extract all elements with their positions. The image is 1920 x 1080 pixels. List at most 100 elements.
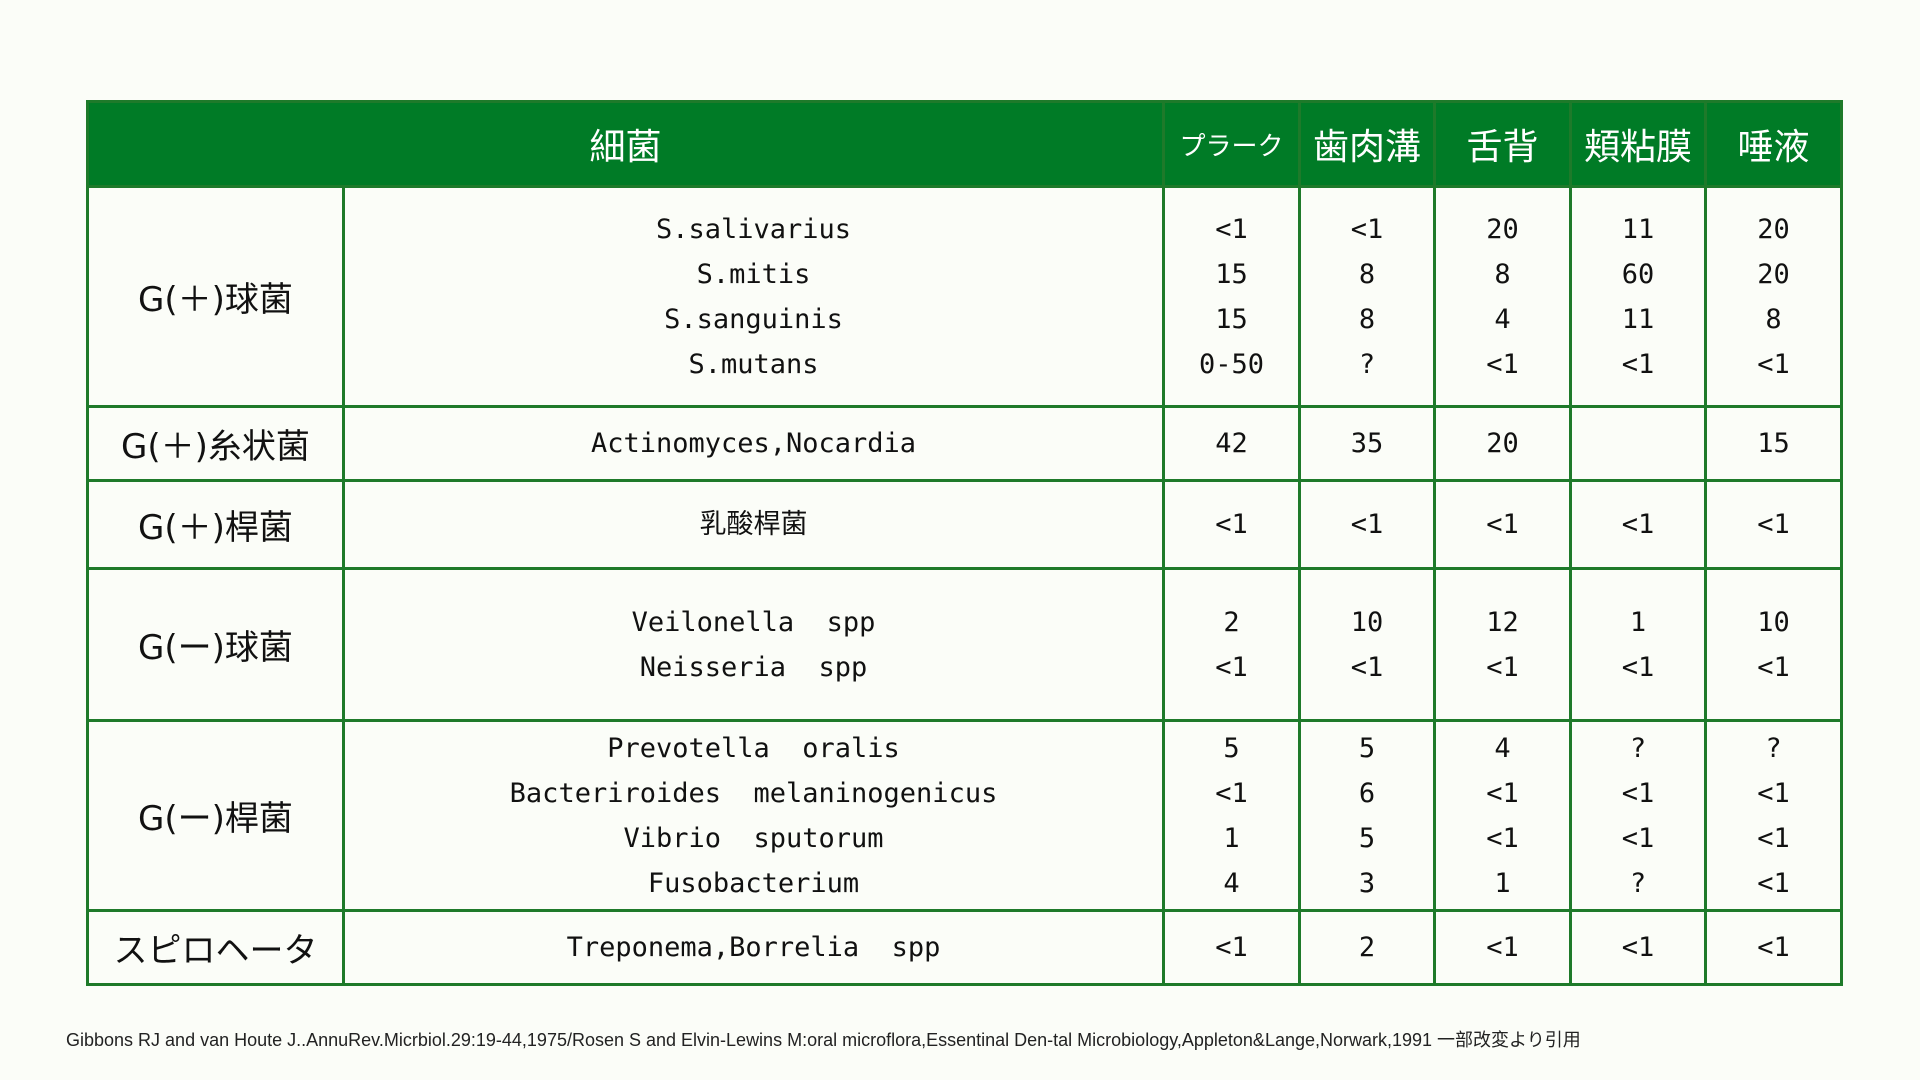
plaque-cell: <1 xyxy=(1162,479,1302,570)
species-name: Treponema,Borrelia spp xyxy=(566,932,941,963)
header-gingival-sulcus: 歯肉溝 xyxy=(1298,100,1437,188)
value: <1 xyxy=(1215,651,1248,683)
tongue-dorsum-cell: 4 <1 <1 1 xyxy=(1433,719,1573,912)
value: <1 xyxy=(1486,651,1519,683)
value: 4 xyxy=(1223,867,1240,899)
species-name: S.mitis xyxy=(696,258,811,290)
value: 60 xyxy=(1621,258,1655,290)
value: <1 xyxy=(1621,777,1655,809)
value: <1 xyxy=(1621,348,1655,380)
value: ? xyxy=(1358,348,1376,380)
buccal-mucosa-cell: <1 xyxy=(1569,909,1708,986)
plaque-cell: 5 <1 1 4 xyxy=(1162,719,1302,912)
species-cell: Treponema,Borrelia spp xyxy=(341,909,1166,986)
value: 5 xyxy=(1358,732,1376,764)
table-row: G(＋)桿菌 乳酸桿菌 <1 <1 <1 <1 <1 xyxy=(86,479,1844,570)
value: 20 xyxy=(1486,428,1519,459)
value: <1 xyxy=(1486,822,1519,854)
species-name: 乳酸桿菌 xyxy=(699,509,808,540)
value: 35 xyxy=(1350,428,1384,459)
plaque-cell: 42 xyxy=(1162,405,1302,482)
value: 6 xyxy=(1358,777,1376,809)
buccal-mucosa-cell: 11 60 11 <1 xyxy=(1569,185,1708,408)
value: 20 xyxy=(1486,213,1519,245)
category-cell: G(＋)球菌 xyxy=(86,185,345,408)
gingival-sulcus-cell: 35 xyxy=(1298,405,1437,482)
citation: Gibbons RJ and van Houte J..AnnuRev.Micr… xyxy=(66,1030,1581,1050)
saliva-cell: 10 <1 xyxy=(1704,567,1844,722)
value: 8 xyxy=(1494,258,1511,290)
tongue-dorsum-cell: <1 xyxy=(1433,479,1573,570)
value: 5 xyxy=(1358,822,1376,854)
gingival-sulcus-cell: <1 8 8 ? xyxy=(1298,185,1437,408)
value: ? xyxy=(1629,867,1647,899)
buccal-mucosa-cell xyxy=(1569,405,1708,482)
plaque-cell: 2 <1 xyxy=(1162,567,1302,722)
gingival-sulcus-cell: 2 xyxy=(1298,909,1437,986)
species-name: Vibrio sputorum xyxy=(623,822,884,854)
value: 1 xyxy=(1494,867,1511,899)
buccal-mucosa-cell: 1 <1 xyxy=(1569,567,1708,722)
species-name: Prevotella oralis xyxy=(607,732,900,764)
value: <1 xyxy=(1621,822,1655,854)
value: 1 xyxy=(1223,822,1240,854)
species-name: Fusobacterium xyxy=(647,867,860,899)
value: <1 xyxy=(1350,509,1384,540)
value: <1 xyxy=(1350,651,1384,683)
table-row: G(ー)球菌 Veilonella spp Neisseria spp 2 <1… xyxy=(86,567,1844,722)
value: <1 xyxy=(1486,777,1519,809)
category-cell: スピロヘータ xyxy=(86,909,345,986)
value: 15 xyxy=(1757,428,1790,459)
buccal-mucosa-cell: <1 xyxy=(1569,479,1708,570)
value: <1 xyxy=(1215,509,1248,540)
category-cell: G(＋)桿菌 xyxy=(86,479,345,570)
tongue-dorsum-cell: 20 xyxy=(1433,405,1573,482)
header-bacteria: 細菌 xyxy=(85,100,1166,188)
value: 3 xyxy=(1358,867,1376,899)
value: 20 xyxy=(1757,258,1790,290)
header-row: 細菌 プラーク 歯肉溝 舌背 頬粘膜 唾液 xyxy=(85,100,1844,188)
saliva-cell: 15 xyxy=(1704,405,1844,482)
value: <1 xyxy=(1486,509,1519,540)
value: 20 xyxy=(1757,213,1790,245)
value: 2 xyxy=(1358,932,1376,963)
value: 10 xyxy=(1757,606,1790,638)
value: <1 xyxy=(1757,867,1790,899)
tongue-dorsum-cell: 20 8 4 <1 xyxy=(1433,185,1573,408)
table-row: G(＋)糸状菌 Actinomyces,Nocardia 42 35 20 15 xyxy=(86,405,1844,482)
value: 1 xyxy=(1629,606,1647,638)
value: 5 xyxy=(1223,732,1240,764)
tongue-dorsum-cell: <1 xyxy=(1433,909,1573,986)
species-cell: 乳酸桿菌 xyxy=(341,479,1166,570)
value: <1 xyxy=(1215,213,1248,245)
header-plaque: プラーク xyxy=(1162,100,1302,188)
value: ? xyxy=(1629,732,1647,764)
value: 8 xyxy=(1765,303,1782,335)
saliva-cell: 20 20 8 <1 xyxy=(1704,185,1844,408)
table-row: スピロヘータ Treponema,Borrelia spp <1 2 <1 <1 xyxy=(86,909,1844,986)
value: <1 xyxy=(1757,651,1790,683)
category-cell: G(＋)糸状菌 xyxy=(86,405,345,482)
species-name: Veilonella spp xyxy=(631,606,876,638)
value: <1 xyxy=(1757,822,1790,854)
value: 15 xyxy=(1215,258,1248,290)
table-row: G(＋)球菌 S.salivarius S.mitis S.sanguinis … xyxy=(86,185,1844,408)
value: 4 xyxy=(1494,732,1511,764)
species-name: Neisseria spp xyxy=(639,651,868,683)
tongue-dorsum-cell: 12 <1 xyxy=(1433,567,1573,722)
value: 42 xyxy=(1215,428,1248,459)
value: <1 xyxy=(1757,777,1790,809)
value: 15 xyxy=(1215,303,1248,335)
value: <1 xyxy=(1621,509,1655,540)
value: <1 xyxy=(1757,932,1790,963)
value: <1 xyxy=(1215,932,1248,963)
species-cell: S.salivarius S.mitis S.sanguinis S.mutan… xyxy=(341,185,1166,408)
header-buccal-mucosa: 頬粘膜 xyxy=(1569,100,1708,188)
value: ? xyxy=(1765,732,1782,764)
value: 10 xyxy=(1350,606,1384,638)
value: 12 xyxy=(1486,606,1519,638)
value: 8 xyxy=(1358,258,1376,290)
saliva-cell: ? <1 <1 <1 xyxy=(1704,719,1844,912)
value: 8 xyxy=(1358,303,1376,335)
